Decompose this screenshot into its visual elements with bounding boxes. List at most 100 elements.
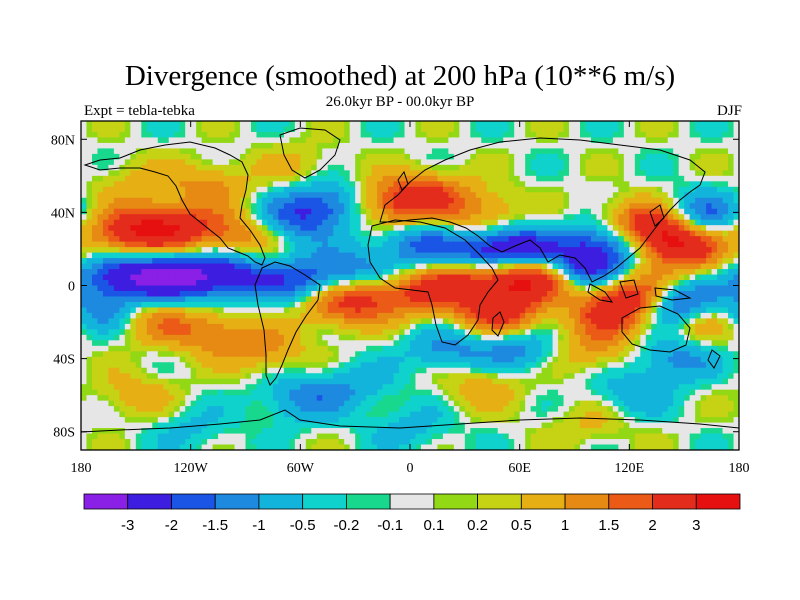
field-cell [607, 203, 614, 210]
field-cell [711, 148, 718, 155]
field-cell [492, 290, 499, 298]
field-cell [415, 312, 422, 319]
field-cell [536, 230, 543, 237]
field-cell [283, 340, 290, 347]
field-cell [201, 164, 208, 171]
field-cell [579, 153, 587, 160]
field-cell [662, 230, 669, 237]
field-cell [212, 142, 219, 150]
field-cell [612, 290, 619, 298]
field-cell [108, 164, 115, 171]
field-cell [108, 269, 115, 276]
field-cell [322, 323, 329, 330]
field-cell [689, 334, 696, 341]
field-cell [333, 318, 340, 325]
field-cell [393, 329, 400, 336]
field-cell [547, 285, 554, 292]
field-cell [420, 230, 428, 237]
field-cell [453, 186, 460, 193]
field-cell [283, 159, 290, 166]
field-cell [300, 126, 307, 133]
field-cell [497, 252, 504, 259]
field-cell [267, 203, 274, 210]
field-cell [157, 285, 164, 292]
field-cell [168, 219, 175, 226]
field-cell [146, 175, 153, 182]
field-cell [678, 247, 685, 254]
field-cell [333, 241, 340, 248]
field-cell [289, 301, 296, 309]
field-cell [437, 290, 444, 298]
field-cell [91, 186, 99, 193]
field-cell [366, 301, 373, 309]
field-cell [119, 142, 126, 150]
field-cell [442, 274, 449, 281]
field-cell [453, 241, 460, 248]
field-cell [673, 263, 680, 270]
field-cell [612, 142, 619, 150]
field-cell [711, 131, 718, 139]
field-cell [305, 312, 312, 319]
field-cell [728, 323, 735, 330]
field-cell [212, 334, 219, 341]
field-cell [596, 175, 603, 182]
field-cell [229, 258, 236, 265]
field-cell [250, 252, 258, 259]
field-cell [245, 323, 252, 330]
field-cell [185, 285, 192, 292]
field-cell [640, 164, 647, 171]
field-cell [717, 142, 724, 150]
field-cell [558, 258, 565, 265]
field-cell [393, 148, 400, 155]
field-cell [673, 290, 680, 298]
field-cell [218, 301, 225, 309]
field-cell [503, 230, 510, 237]
field-cell [497, 175, 504, 182]
field-cell [300, 241, 307, 248]
field-cell [250, 345, 258, 352]
field-cell [157, 175, 164, 182]
field-cell [218, 219, 225, 226]
field-cell [519, 301, 526, 309]
field-cell [503, 258, 510, 265]
field-cell [640, 170, 647, 177]
field-cell [399, 296, 406, 303]
field-cell [360, 323, 367, 330]
field-cell [404, 263, 411, 270]
field-cell [733, 197, 739, 204]
field-cell [245, 131, 252, 139]
field-cell [569, 296, 576, 303]
field-cell [393, 345, 400, 352]
field-cell [536, 307, 543, 314]
field-cell [497, 148, 504, 155]
field-cell [563, 181, 570, 188]
field-cell [256, 219, 263, 226]
field-cell [163, 301, 170, 309]
field-cell [300, 312, 307, 319]
field-cell [245, 280, 252, 287]
field-cell [552, 121, 559, 128]
field-cell [508, 181, 515, 188]
field-cell [338, 236, 345, 243]
field-cell [97, 318, 104, 325]
field-cell [629, 318, 636, 325]
field-cell [662, 323, 669, 330]
field-cell [207, 269, 214, 276]
field-cell [207, 323, 214, 330]
season-label: DJF [716, 103, 742, 119]
field-cell [250, 241, 258, 248]
field-cell [525, 307, 532, 314]
field-cell [163, 318, 170, 325]
field-cell [431, 197, 439, 204]
field-cell [437, 280, 444, 287]
field-cell [596, 340, 603, 347]
field-cell [590, 159, 598, 166]
field-cell [596, 236, 603, 243]
field-cell [574, 301, 581, 309]
field-cell [470, 230, 477, 237]
field-cell [388, 214, 395, 221]
field-cell [196, 269, 203, 276]
field-cell [612, 186, 619, 193]
field-cell [322, 285, 329, 292]
field-cell [108, 121, 115, 128]
